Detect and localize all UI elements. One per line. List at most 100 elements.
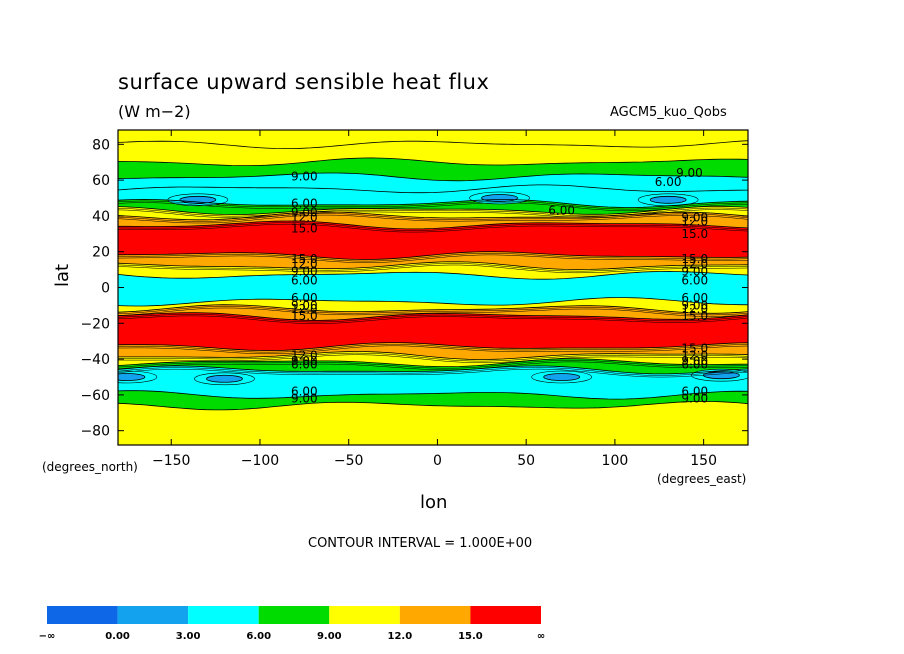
contour-band bbox=[118, 312, 748, 351]
colorbar-swatch bbox=[258, 606, 330, 624]
contour-line bbox=[118, 354, 748, 363]
contour-label: 9.00 bbox=[291, 298, 318, 312]
contour-line bbox=[118, 184, 748, 194]
colorbar-swatch bbox=[47, 606, 118, 624]
contour-band bbox=[118, 140, 748, 166]
x-tick-label: −100 bbox=[241, 453, 279, 469]
contour-line bbox=[118, 365, 748, 375]
x-tick-label: 0 bbox=[433, 453, 442, 469]
contour-lines bbox=[118, 140, 748, 411]
y-unit-label: (degrees_north) bbox=[42, 460, 138, 474]
contour-line bbox=[118, 390, 748, 400]
contour-line bbox=[118, 157, 748, 166]
contour-label: 9.00 bbox=[681, 264, 708, 278]
minimum-inner bbox=[206, 374, 243, 383]
colorbar-swatch bbox=[117, 606, 189, 624]
contour-label: 9.00 bbox=[291, 264, 318, 278]
contour-label: 15.0 bbox=[291, 252, 318, 266]
colorbar-swatch bbox=[188, 606, 259, 624]
contour-band bbox=[118, 390, 748, 410]
minimum-inner bbox=[118, 373, 146, 381]
contour-fills bbox=[118, 130, 748, 445]
contour-label: 9.00 bbox=[291, 391, 318, 405]
x-tick-label: 150 bbox=[690, 453, 717, 469]
y-tick-label: 60 bbox=[92, 173, 110, 189]
contour-line bbox=[118, 172, 748, 182]
colorbar: −∞ 0.00 3.00 6.00 9.00 12.0 15.0 ∞ bbox=[39, 606, 545, 642]
contour-label: 12.0 bbox=[681, 302, 708, 316]
contour-line bbox=[118, 253, 748, 262]
contour-label: 15.0 bbox=[291, 221, 318, 235]
contour-line bbox=[118, 223, 748, 233]
contour-label: 9.00 bbox=[681, 298, 708, 312]
contour-label: 6.00 bbox=[291, 196, 318, 210]
contour-label: 12.0 bbox=[681, 257, 708, 271]
contour-line bbox=[118, 352, 748, 362]
contour-line bbox=[118, 211, 748, 221]
x-axis-label: lon bbox=[420, 492, 448, 513]
minimum-inner bbox=[649, 195, 687, 204]
x-tick-label: 50 bbox=[517, 453, 535, 469]
contour-label: 6.00 bbox=[681, 273, 708, 287]
contour-label: 15.0 bbox=[291, 309, 318, 323]
y-tick-label: −20 bbox=[80, 316, 110, 332]
colorbar-level-label: 6.00 bbox=[246, 631, 271, 642]
contour-label: 9.00 bbox=[291, 170, 318, 184]
contour-label: 6.00 bbox=[681, 357, 708, 371]
contour-label: 12.0 bbox=[681, 349, 708, 363]
contour-label: 9.00 bbox=[681, 391, 708, 405]
contour-line bbox=[118, 342, 748, 352]
y-tick-label: −40 bbox=[80, 352, 110, 368]
contour-band bbox=[118, 199, 748, 215]
contour-band bbox=[118, 342, 748, 360]
contour-line bbox=[118, 307, 748, 317]
colorbar-level-label: 15.0 bbox=[458, 631, 483, 642]
contour-line bbox=[118, 140, 748, 149]
contour-label: 15.0 bbox=[681, 309, 708, 323]
contour-label: 12.0 bbox=[291, 211, 318, 225]
colorbar-swatch bbox=[329, 606, 400, 624]
contour-label: 9.00 bbox=[676, 166, 703, 180]
contour-line bbox=[118, 306, 748, 316]
contour-line bbox=[118, 297, 748, 307]
y-tick-label: −80 bbox=[80, 424, 110, 440]
contour-label: 9.00 bbox=[681, 354, 708, 368]
contour-line bbox=[118, 263, 748, 272]
colorbar-level-label: −∞ bbox=[39, 631, 56, 642]
colorbar-level-label: 3.00 bbox=[176, 631, 201, 642]
x-unit-label: (degrees_east) bbox=[657, 472, 747, 486]
contour-label: 6.00 bbox=[291, 273, 318, 287]
contour-band bbox=[118, 221, 748, 260]
contour-line bbox=[118, 198, 748, 208]
contour-label: 6.00 bbox=[681, 384, 708, 398]
contour-band bbox=[118, 130, 748, 149]
contour-line bbox=[118, 368, 748, 378]
contour-line bbox=[118, 360, 748, 369]
contour-label: 12.0 bbox=[291, 349, 318, 363]
contour-line bbox=[118, 351, 748, 360]
contour-band bbox=[118, 401, 748, 445]
contour-band bbox=[118, 184, 748, 208]
colorbar-level-label: ∞ bbox=[537, 631, 545, 642]
contour-label: 12.0 bbox=[681, 214, 708, 228]
contour-label: 12.0 bbox=[291, 257, 318, 271]
minimum-inner bbox=[481, 194, 518, 202]
contour-line bbox=[118, 222, 748, 231]
contour-line bbox=[118, 358, 748, 367]
contour-line bbox=[118, 220, 748, 230]
x-tick-label: −50 bbox=[334, 453, 364, 469]
colorbar-swatch bbox=[399, 606, 471, 624]
contour-label: 6.00 bbox=[681, 291, 708, 305]
x-tick-label: 100 bbox=[602, 453, 629, 469]
contour-line bbox=[118, 261, 748, 270]
contour-label: 6.00 bbox=[655, 175, 682, 189]
contour-line bbox=[118, 264, 748, 274]
x-tick-label: −150 bbox=[152, 453, 190, 469]
contour-line bbox=[118, 200, 748, 210]
contour-label: 12.0 bbox=[291, 302, 318, 316]
y-tick-label: 80 bbox=[92, 137, 110, 153]
contour-label: 6.00 bbox=[291, 357, 318, 371]
contour-label: 9.00 bbox=[291, 354, 318, 368]
chart-units: (W m−2) bbox=[118, 102, 191, 121]
